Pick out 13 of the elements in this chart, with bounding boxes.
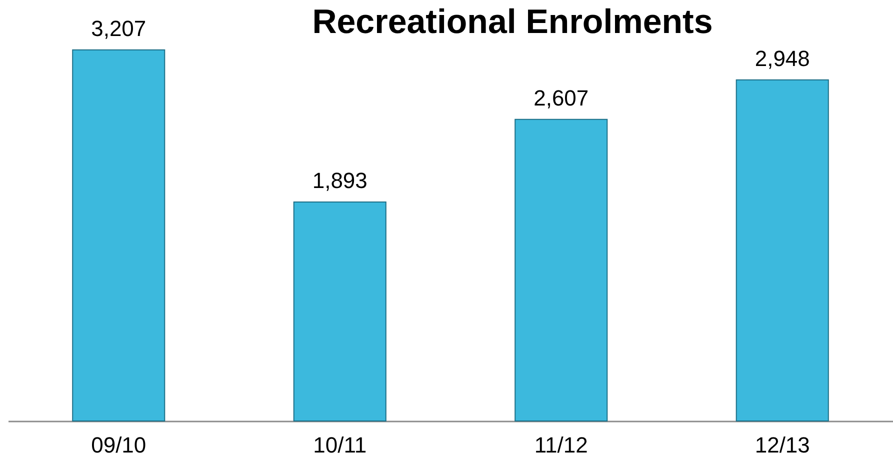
x-tick-label: 11/12 <box>534 432 588 458</box>
bar <box>72 49 166 422</box>
x-tick-label: 09/10 <box>91 432 146 458</box>
x-tick-label: 10/11 <box>313 432 367 458</box>
bar <box>293 201 386 422</box>
data-label: 2,607 <box>534 85 589 110</box>
bar <box>736 79 829 422</box>
data-label: 2,948 <box>754 46 810 71</box>
bar <box>514 118 608 422</box>
x-tick-label: 12/13 <box>754 432 810 458</box>
chart-title: Recreational Enrolments <box>312 3 713 41</box>
data-label: 3,207 <box>91 16 146 41</box>
data-label: 1,893 <box>312 168 368 193</box>
